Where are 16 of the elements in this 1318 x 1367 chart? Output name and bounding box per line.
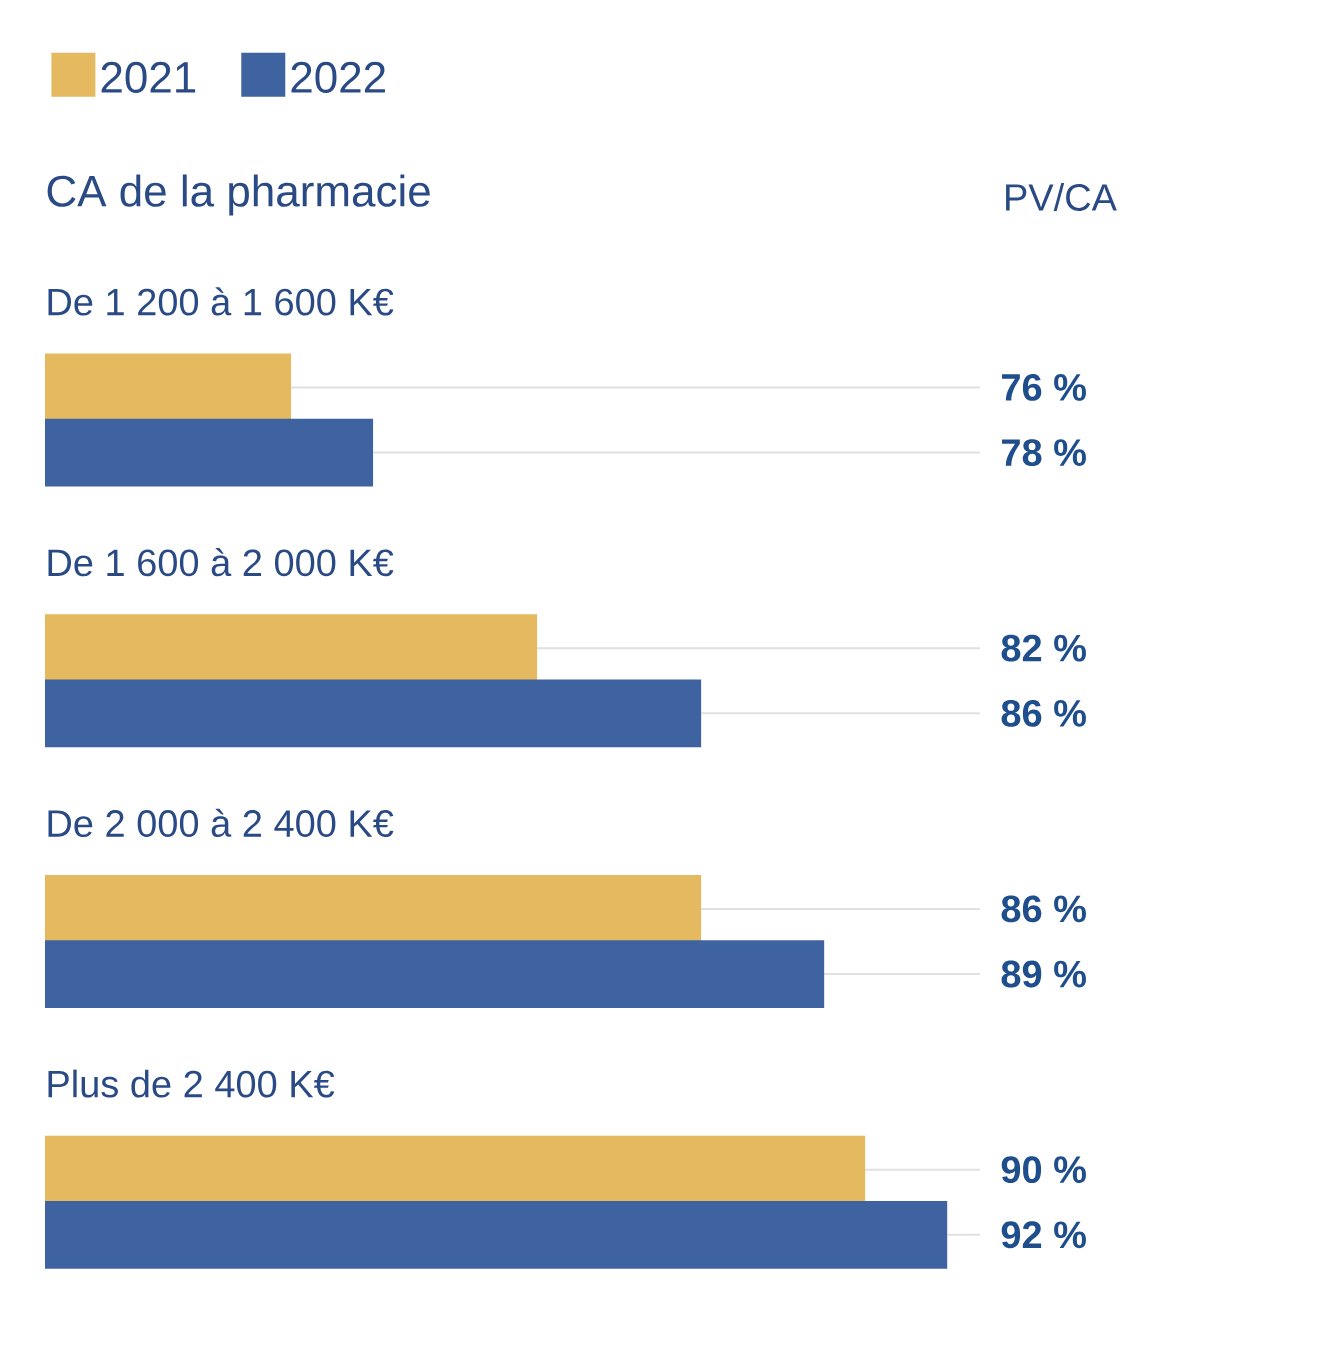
legend-label: 2021 — [101, 61, 196, 94]
data-label: 89 % — [1001, 960, 1086, 988]
data-label: 78 % — [1002, 439, 1086, 467]
legend-label: 2022 — [291, 61, 385, 94]
y-tick-label: De 1 200 à 1 600 K€ — [48, 287, 394, 316]
chart-title: CA de la pharmacie — [47, 174, 430, 216]
text: PV/CA — [1006, 183, 1117, 211]
data-label: 76 % — [1002, 373, 1086, 401]
data-label: 86 % — [1001, 699, 1086, 727]
data-label: 82 % — [1001, 634, 1086, 662]
data-label: 86 % — [1001, 895, 1086, 923]
y-tick-label: Plus de 2 400 K€ — [48, 1069, 335, 1098]
data-label: 90 % — [1001, 1156, 1086, 1184]
y-tick-label: De 1 600 à 2 000 K€ — [48, 547, 394, 577]
data-label: 92 % — [1001, 1221, 1086, 1249]
y-tick-label: De 2 000 à 2 400 K€ — [48, 808, 394, 838]
